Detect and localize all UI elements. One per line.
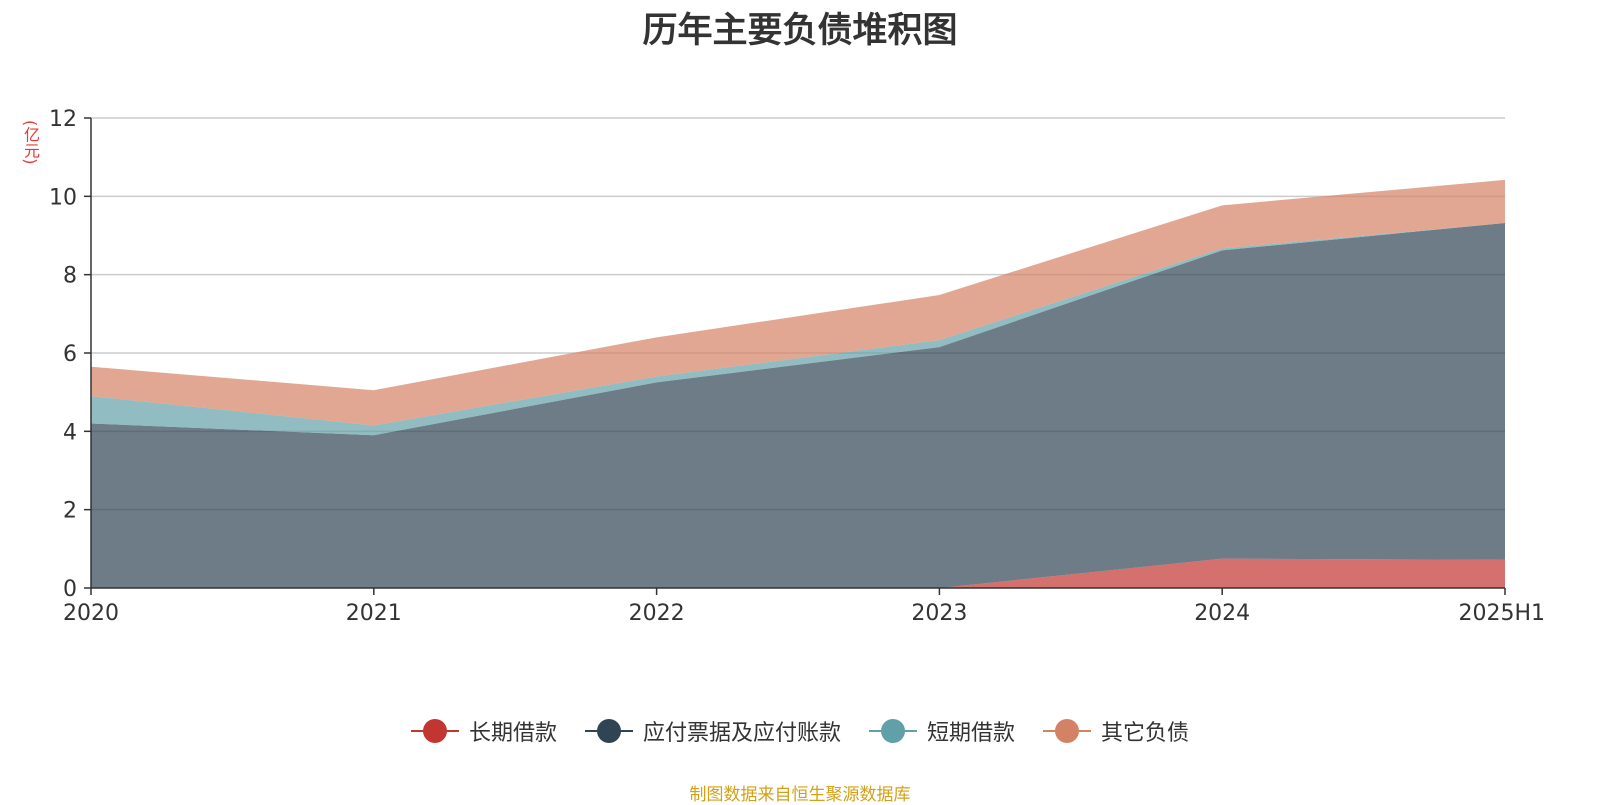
legend-marker-icon [584, 719, 633, 743]
area-series-2 [91, 222, 1505, 588]
y-tick-label: 10 [49, 185, 77, 210]
legend-label: 应付票据及应付账款 [642, 721, 841, 746]
legend-marker-icon [410, 719, 459, 743]
y-tick-label: 6 [63, 342, 77, 367]
area-series [91, 179, 1505, 588]
legend-label: 短期借款 [927, 721, 1016, 746]
legend-marker-icon [1043, 719, 1092, 743]
legend: 长期借款 应付票据及应付账款 短期借款 其它负债 [0, 715, 1600, 747]
area-series-1 [91, 558, 1505, 588]
y-tick-label: 0 [63, 577, 77, 602]
y-tick-label: 8 [63, 264, 77, 289]
axes: 0 2 4 6 8 10 12 2020 2021 2022 2023 2024 2025H1 [49, 107, 1545, 626]
legend-item[interactable]: 长期借款 [410, 715, 557, 747]
x-tick-label: 2022 [629, 601, 685, 626]
y-tick-label: 12 [49, 107, 77, 132]
x-tick-label: 2023 [911, 601, 967, 626]
legend-label: 其它负债 [1101, 721, 1190, 746]
y-axis-unit: (亿元) [21, 120, 40, 165]
legend-item[interactable]: 应付票据及应付账款 [584, 715, 841, 747]
area-series-4 [91, 179, 1505, 426]
x-tick-label: 2020 [63, 601, 119, 626]
chart-title: 历年主要负债堆积图 [642, 11, 958, 51]
legend-marker-icon [869, 719, 917, 743]
data-source-note: 制图数据来自恒生聚源数据库 [689, 785, 911, 805]
x-tick-label: 2025H1 [1458, 601, 1545, 626]
y-tick-label: 4 [63, 420, 77, 445]
y-tick-label: 2 [63, 499, 77, 524]
area-series-3 [91, 222, 1505, 436]
legend-item[interactable]: 短期借款 [869, 715, 1015, 747]
stacked-area-chart: 0 2 4 6 8 10 12 2020 2021 2022 2023 2024 2025H1 [49, 107, 1545, 626]
legend-label: 长期借款 [468, 721, 557, 746]
x-tick-label: 2021 [346, 601, 402, 626]
legend-item[interactable]: 其它负债 [1043, 715, 1189, 747]
x-tick-label: 2024 [1194, 601, 1250, 626]
